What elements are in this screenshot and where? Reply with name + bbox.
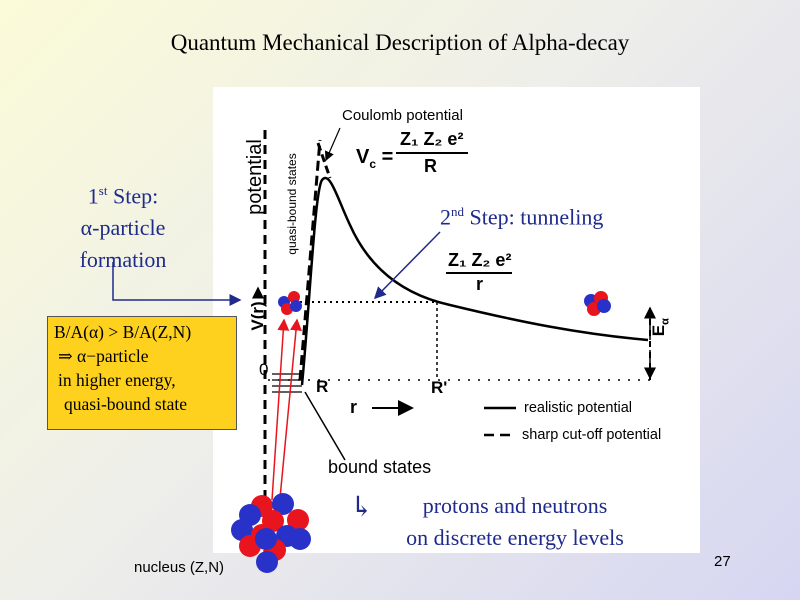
legend-cutoff: sharp cut-off potential — [522, 427, 662, 443]
r-label: R — [316, 377, 329, 396]
step1-connector — [112, 262, 242, 306]
formula2-numerator: Z₁ Z₂ e² — [448, 250, 512, 270]
step2-text: 2nd Step: tunneling — [440, 204, 604, 230]
formula2-denominator: r — [476, 274, 484, 294]
cutoff-wall — [298, 139, 322, 381]
corner-arrow-icon: ↳ — [350, 492, 374, 523]
y-axis-label: potential — [244, 139, 266, 215]
implies-arrow-icon: ⇒ — [58, 346, 73, 366]
r-axis-label: r — [350, 397, 358, 417]
slide-title: Quantum Mechanical Description of Alpha-… — [170, 30, 630, 55]
legend-realistic: realistic potential — [524, 400, 632, 416]
zero-label: 0 — [259, 360, 269, 379]
nucleus — [231, 493, 311, 573]
v-r-label: V(r) — [248, 301, 267, 331]
realistic-potential-curve — [300, 176, 649, 386]
formula-denominator: R — [424, 156, 437, 176]
quasi-bound-label: quasi-bound states — [285, 153, 299, 255]
step1-text: 1st Step: α-particle formation — [79, 183, 167, 273]
protons-text: protons and neutrons on discrete energy … — [406, 493, 624, 550]
formula-numerator: Z₁ Z₂ e² — [400, 129, 464, 149]
binding-energy-box: B/A(α) > B/A(Z,N) ⇒ α−particle in higher… — [47, 316, 237, 430]
alpha-particle-outside — [584, 291, 611, 316]
r-prime-label: R' — [431, 378, 448, 397]
nucleus-label: nucleus (Z,N) — [134, 559, 225, 576]
formula-vc: Vc = — [356, 146, 394, 171]
bound-states-label: bound states — [328, 457, 432, 477]
e-alpha-label: Eα — [648, 318, 672, 337]
cutoff-top — [316, 142, 332, 179]
coulomb-label: Coulomb potential — [342, 107, 463, 124]
alpha-particle-inside — [278, 291, 302, 315]
page-number: 27 — [714, 553, 731, 570]
